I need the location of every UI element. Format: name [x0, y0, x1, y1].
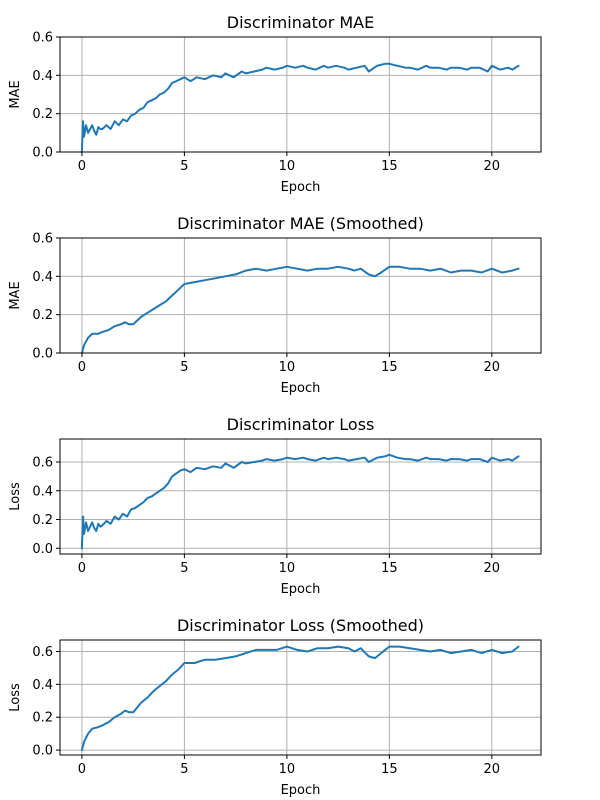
x-tick-label: 20: [484, 159, 501, 174]
y-axis-label: MAE: [8, 281, 23, 309]
series-line: [80, 453, 520, 550]
x-tick-label: 0: [78, 762, 86, 777]
x-tick-label: 10: [279, 360, 296, 375]
y-tick-label: 0.6: [32, 645, 53, 660]
x-tick-label: 5: [180, 159, 188, 174]
x-tick-label: 0: [78, 360, 86, 375]
y-tick-label: 0.0: [32, 146, 53, 161]
x-tick-label: 10: [279, 762, 296, 777]
y-axis-label: MAE: [8, 80, 23, 108]
x-tick-label: 5: [180, 561, 188, 576]
x-tick-label: 5: [180, 762, 188, 777]
x-tick-label: 20: [484, 360, 501, 375]
chart-panel-2: 0 5 10 15 20 0.0 0.2 0.4 0.6 Discriminator MAE (S…: [8, 214, 542, 396]
y-axis-label: Loss: [8, 683, 23, 712]
x-axis-label: Epoch: [281, 180, 321, 195]
x-tick-label: 10: [279, 159, 296, 174]
x-tick-label: 0: [78, 561, 86, 576]
chart-title: Discriminator MAE (Smoothed): [177, 214, 424, 233]
x-tick-label: 15: [381, 762, 398, 777]
x-tick-label: 0: [78, 159, 86, 174]
x-axis-label: Epoch: [281, 783, 321, 798]
x-tick-label: 20: [484, 762, 501, 777]
y-tick-label: 0.2: [32, 711, 53, 726]
y-tick-label: 0.2: [32, 308, 53, 323]
plot-frame: [59, 237, 542, 354]
chart-panel-3: 0 5 10 15 20 0.0 0.2 0.4 0.6 Discriminator Loss Ep…: [8, 415, 542, 597]
x-tick-label: 15: [381, 159, 398, 174]
x-tick-label: 20: [484, 561, 501, 576]
x-axis-label: Epoch: [281, 582, 321, 597]
plot-frame: [59, 36, 542, 153]
series-line: [80, 645, 520, 752]
chart-panel-4: 0 5 10 15 20 0.0 0.2 0.4 0.6 Discriminator Loss (…: [8, 616, 542, 798]
series-line: [80, 265, 520, 354]
plot-frame: [59, 438, 542, 555]
y-tick-label: 0.4: [32, 484, 53, 499]
x-tick-label: 15: [381, 360, 398, 375]
y-tick-label: 0.0: [32, 542, 53, 557]
x-tick-label: 5: [180, 360, 188, 375]
y-tick-label: 0.4: [32, 270, 53, 285]
chart-title: Discriminator MAE: [227, 13, 374, 32]
plot-frame: [59, 639, 542, 756]
y-tick-label: 0.6: [32, 31, 53, 46]
x-tick-label: 15: [381, 561, 398, 576]
y-tick-label: 0.6: [32, 232, 53, 247]
series-line: [80, 62, 520, 153]
chart-title: Discriminator Loss: [227, 415, 375, 434]
y-tick-label: 0.4: [32, 678, 53, 693]
y-axis-label: Loss: [8, 482, 23, 511]
x-axis-label: Epoch: [281, 381, 321, 396]
y-tick-label: 0.0: [32, 347, 53, 362]
y-tick-label: 0.6: [32, 456, 53, 471]
y-tick-label: 0.0: [32, 744, 53, 759]
y-tick-label: 0.2: [32, 513, 53, 528]
y-tick-label: 0.2: [32, 107, 53, 122]
x-tick-label: 10: [279, 561, 296, 576]
y-tick-label: 0.4: [32, 69, 53, 84]
chart-title: Discriminator Loss (Smoothed): [177, 616, 424, 635]
chart-panel-1: 0 5 10 15 20 0.0 0.2 0.4 0.6 Discriminator MAE Epo…: [8, 13, 542, 195]
